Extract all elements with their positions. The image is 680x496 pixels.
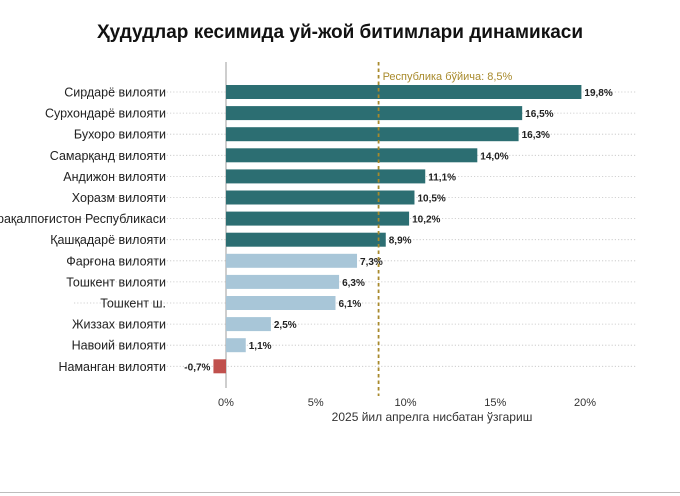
category-label: Жиззах вилояти bbox=[72, 318, 166, 332]
category-label: Навоий вилояти bbox=[72, 339, 166, 353]
bar bbox=[226, 296, 336, 310]
labels-layer: Сирдарё вилояти 19,8% Сурхондарё вилояти 16… bbox=[0, 86, 613, 374]
value-label: 11,1% bbox=[428, 172, 456, 183]
value-label: 10,2% bbox=[412, 215, 440, 226]
category-label: Бухоро вилояти bbox=[74, 128, 166, 142]
x-tick-label: 5% bbox=[308, 397, 324, 409]
bar bbox=[226, 232, 386, 247]
reference-line-label: Республика бўйича: 8,5% bbox=[383, 71, 513, 83]
value-label: 10,5% bbox=[417, 194, 445, 205]
value-label: 16,5% bbox=[525, 109, 553, 120]
bar bbox=[226, 106, 523, 121]
x-tick-label: 0% bbox=[218, 397, 234, 409]
x-tick-label: 10% bbox=[394, 397, 416, 409]
bar bbox=[226, 85, 582, 99]
value-label: 1,1% bbox=[249, 341, 272, 352]
category-label: Қорақалпоғистон Республикаси bbox=[0, 212, 166, 226]
bar bbox=[226, 169, 426, 184]
category-label: Сирдарё вилояти bbox=[64, 86, 166, 100]
reference-line-group: Республика бўйича: 8,5% bbox=[377, 62, 513, 396]
value-label: -0,7% bbox=[184, 362, 210, 373]
value-label: 19,8% bbox=[584, 88, 612, 99]
bar bbox=[213, 359, 226, 374]
category-label: Тошкент ш. bbox=[100, 297, 166, 311]
x-ticks: 0% 5% 10% 15% 20% bbox=[218, 397, 596, 409]
category-label: Самарқанд вилояти bbox=[50, 149, 166, 163]
category-label: Тошкент вилояти bbox=[66, 275, 166, 289]
bars-layer bbox=[213, 85, 582, 374]
category-label: Андижон вилояти bbox=[63, 170, 166, 184]
bar bbox=[226, 127, 519, 142]
value-label: 14,0% bbox=[480, 151, 508, 162]
bar bbox=[226, 274, 340, 289]
x-axis-label: 2025 йил апрелга нисбатан ўзгариш bbox=[332, 410, 533, 424]
value-label: 7,3% bbox=[360, 257, 383, 268]
bar bbox=[226, 148, 478, 163]
value-label: 2,5% bbox=[274, 320, 297, 331]
bar bbox=[226, 190, 415, 205]
category-label: Наманган вилояти bbox=[58, 360, 166, 374]
category-label: Хоразм вилояти bbox=[72, 191, 166, 205]
bar bbox=[226, 211, 410, 226]
category-label: Фарғона вилояти bbox=[66, 254, 166, 268]
chart-title: Ҳудудлар кесимида уй-жой битимлари динам… bbox=[96, 22, 584, 43]
bar bbox=[226, 317, 271, 332]
bottom-divider bbox=[0, 492, 680, 493]
value-label: 8,9% bbox=[389, 236, 412, 247]
x-tick-label: 20% bbox=[574, 397, 596, 409]
bar bbox=[226, 338, 246, 353]
category-label: Сурхондарё вилояти bbox=[45, 107, 166, 121]
value-label: 6,3% bbox=[342, 278, 365, 289]
bar bbox=[226, 253, 358, 268]
x-tick-label: 15% bbox=[484, 397, 506, 409]
value-label: 6,1% bbox=[338, 299, 361, 310]
value-label: 16,3% bbox=[522, 130, 550, 141]
category-label: Қашқадарё вилояти bbox=[50, 233, 166, 247]
